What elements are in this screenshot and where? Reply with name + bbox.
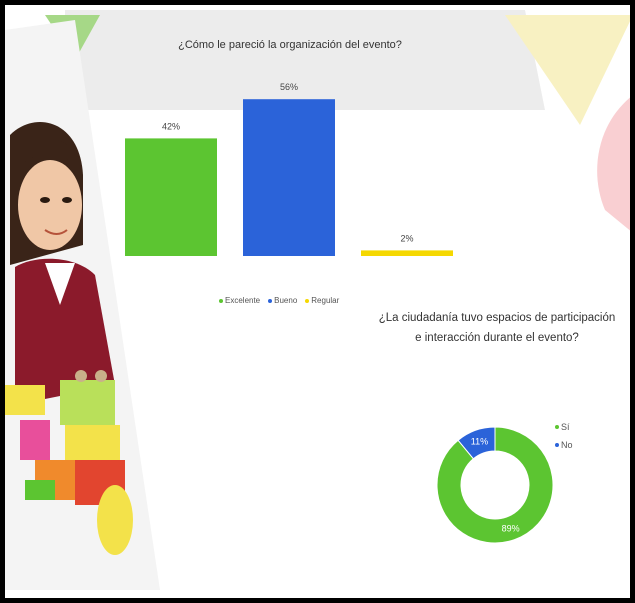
donut-chart-legend: Sí No xyxy=(555,418,573,454)
legend-label-no: No xyxy=(561,440,573,450)
bar-excelente xyxy=(125,138,217,256)
bar-regular xyxy=(361,250,453,256)
legend-label-excelente: Excelente xyxy=(225,296,261,305)
donut-chart-title: ¿La ciudadanía tuvo espacios de particip… xyxy=(378,312,616,344)
legend-label-bueno: Bueno xyxy=(274,296,298,305)
illustration-girl xyxy=(10,122,115,405)
donut-slice-si xyxy=(436,426,554,544)
yellow-triangle xyxy=(505,15,630,125)
bar-value-label-bueno: 56% xyxy=(280,82,298,92)
bar-chart-title: ¿Cómo le pareció la organización del eve… xyxy=(178,39,402,51)
donut-value-label-no: 11% xyxy=(471,437,488,447)
legend-item-no: No xyxy=(555,436,573,454)
donut-value-label-si: 89% xyxy=(502,523,520,533)
legend-swatch-excelente xyxy=(219,298,223,303)
bar-chart-legend: Excelente Bueno Regular xyxy=(219,296,339,305)
bar-bueno xyxy=(243,99,335,256)
legend-item-regular: Regular xyxy=(305,296,339,305)
bar-chart: 42% 56% 2% xyxy=(125,82,453,256)
legend-swatch-regular xyxy=(305,298,310,303)
bar-value-label-excelente: 42% xyxy=(162,121,180,131)
pink-shape xyxy=(597,97,630,231)
legend-swatch-si xyxy=(555,425,559,429)
illustration-blocks xyxy=(5,370,133,555)
legend-item-bueno: Bueno xyxy=(268,296,297,305)
background-decoration xyxy=(5,10,630,590)
legend-swatch-no xyxy=(555,443,559,447)
bar-value-label-regular: 2% xyxy=(400,233,413,243)
legend-label-regular: Regular xyxy=(311,296,340,305)
legend-item-excelente: Excelente xyxy=(219,296,260,305)
legend-label-si: Sí xyxy=(561,422,570,432)
top-gray-band xyxy=(65,10,545,110)
donut-chart: 11% 89% xyxy=(436,426,554,544)
legend-swatch-bueno xyxy=(268,298,273,303)
legend-item-si: Sí xyxy=(555,418,573,436)
